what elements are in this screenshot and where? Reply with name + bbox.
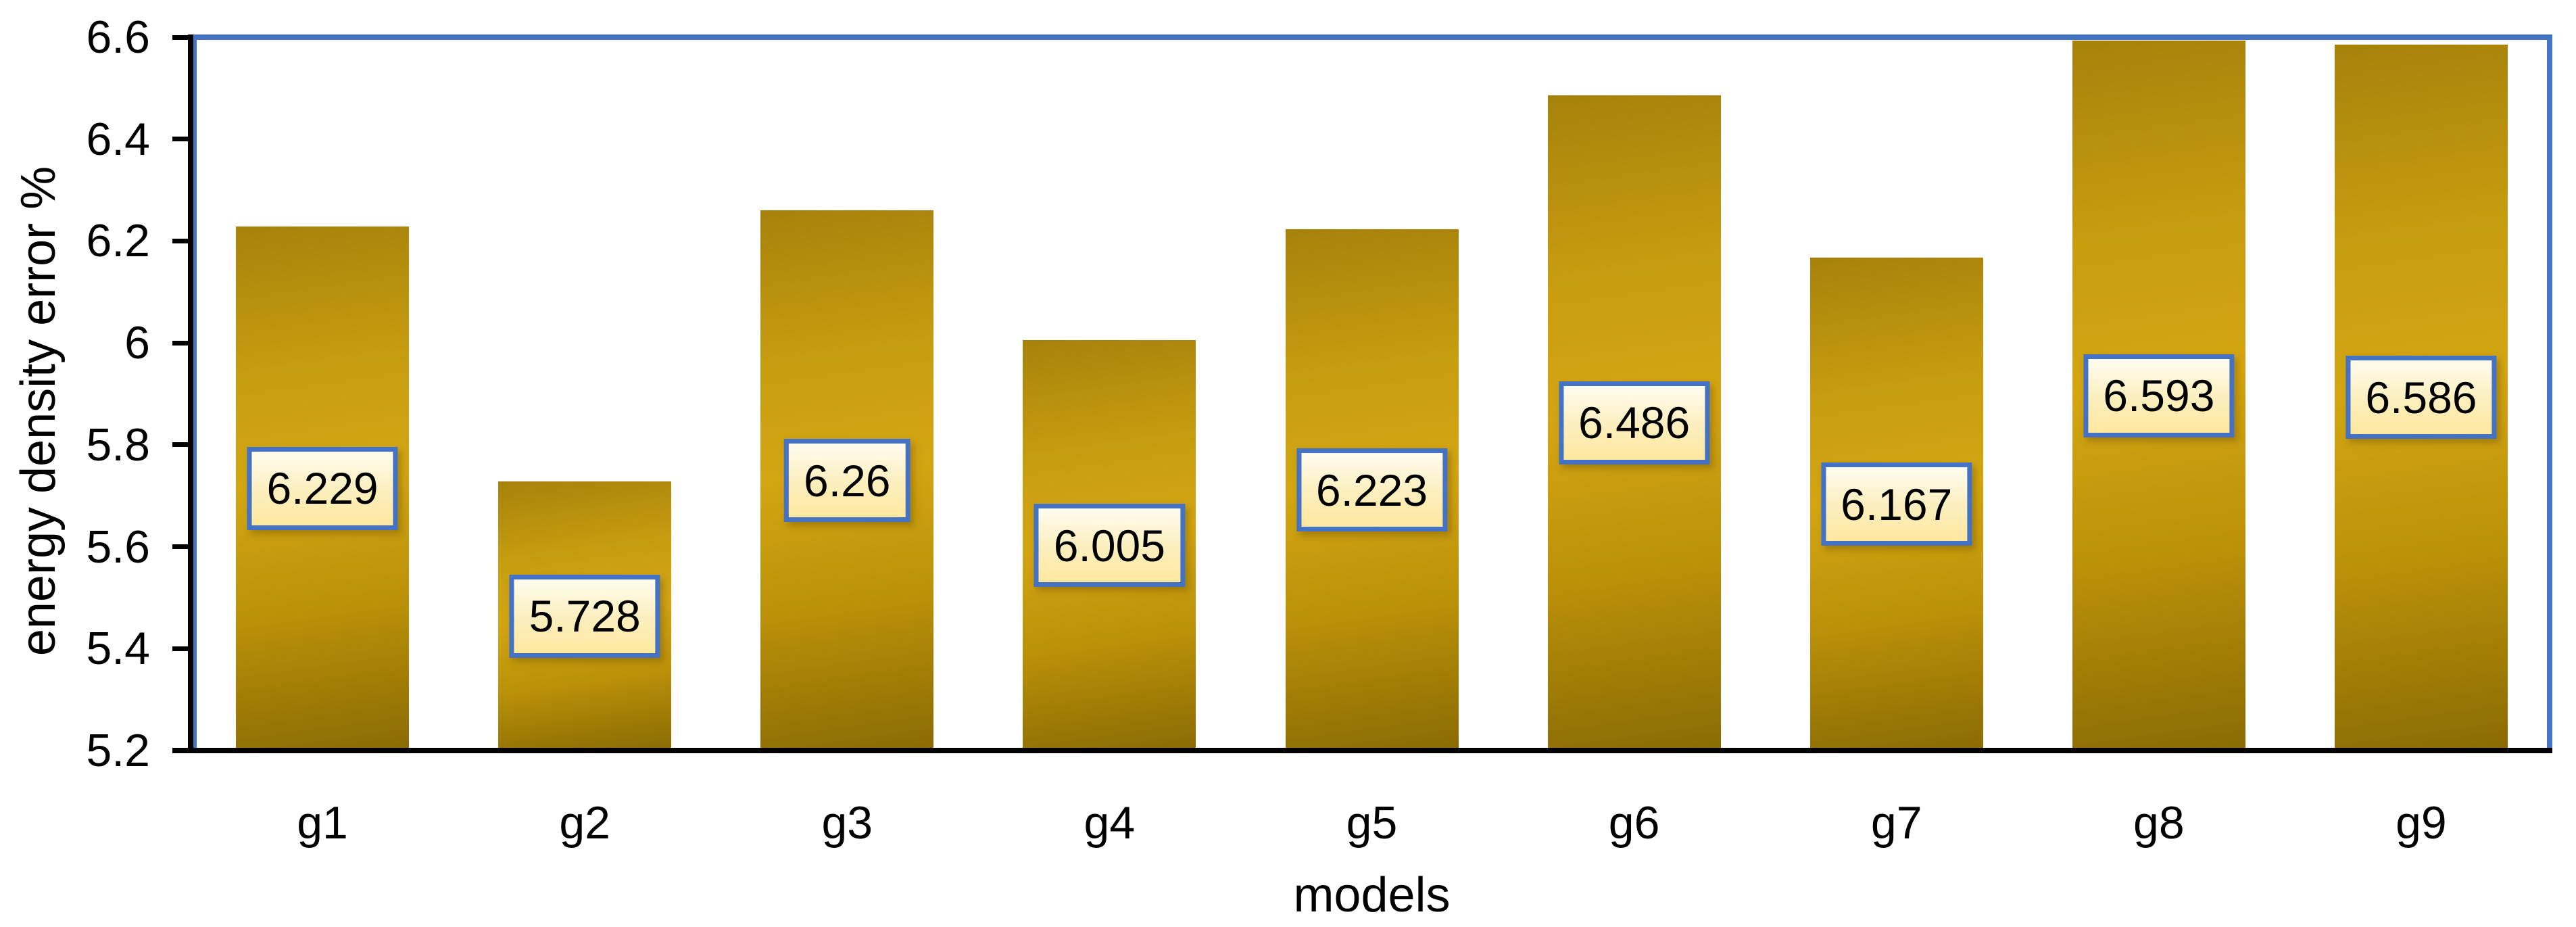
bar-value-label: 6.486 <box>1559 381 1710 465</box>
y-tick-label: 6.4 <box>86 113 150 165</box>
y-tick-mark <box>172 34 191 40</box>
y-tick-mark <box>172 238 191 243</box>
y-tick-label: 5.2 <box>86 725 150 776</box>
bar-value-label: 6.586 <box>2346 356 2497 439</box>
y-tick-mark <box>172 137 191 142</box>
x-tick-label: g5 <box>1346 797 1398 849</box>
x-tick-label: g3 <box>821 797 873 849</box>
bar-value-label: 6.167 <box>1821 462 1972 546</box>
x-tick-label: g9 <box>2396 797 2447 849</box>
x-tick-label: g8 <box>2133 797 2185 849</box>
bar-value-label: 5.728 <box>509 574 660 658</box>
x-axis-title: models <box>1293 868 1451 922</box>
bar-value-label: 6.005 <box>1034 504 1185 588</box>
y-tick-mark <box>172 442 191 448</box>
y-axis-title: energy density error % <box>11 166 66 657</box>
x-tick-label: g4 <box>1084 797 1136 849</box>
plot-area-border <box>191 34 2552 753</box>
y-axis-line <box>188 34 193 753</box>
y-tick-mark <box>172 646 191 651</box>
y-tick-label: 5.6 <box>86 521 150 573</box>
y-tick-label: 6.6 <box>86 11 150 63</box>
x-axis-line <box>172 748 2552 753</box>
y-tick-label: 6.2 <box>86 215 150 267</box>
y-tick-label: 5.4 <box>86 623 150 675</box>
bar-value-label: 6.593 <box>2083 354 2235 437</box>
x-tick-label: g2 <box>559 797 610 849</box>
y-tick-mark <box>172 748 191 753</box>
x-tick-label: g6 <box>1608 797 1660 849</box>
bar-value-label: 6.26 <box>784 439 910 523</box>
y-tick-label: 5.8 <box>86 419 150 471</box>
y-tick-mark <box>172 544 191 550</box>
y-tick-label: 6 <box>124 317 150 369</box>
bar-value-label: 6.223 <box>1296 448 1448 532</box>
y-tick-mark <box>172 340 191 346</box>
bar-value-label: 6.229 <box>247 446 398 530</box>
x-tick-label: g7 <box>1870 797 1922 849</box>
x-tick-label: g1 <box>297 797 348 849</box>
